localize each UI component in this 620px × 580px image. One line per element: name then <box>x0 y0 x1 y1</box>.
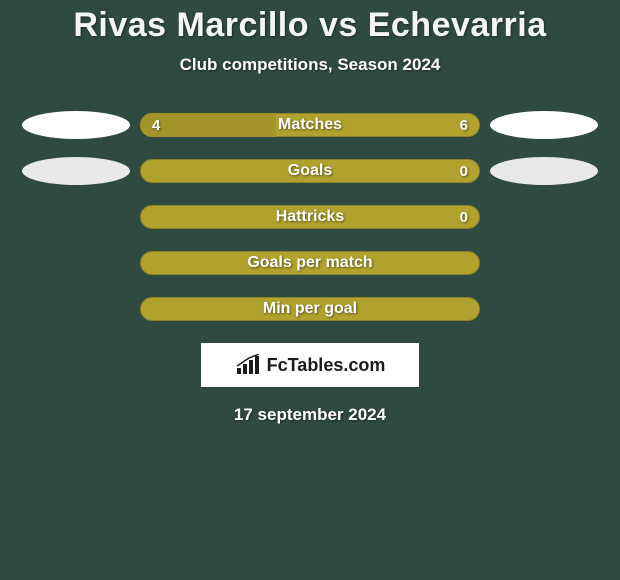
subtitle: Club competitions, Season 2024 <box>0 55 620 75</box>
footer-brand-text: FcTables.com <box>267 355 386 376</box>
left-oval <box>22 203 130 231</box>
stat-label: Matches <box>140 113 480 137</box>
date-text: 17 september 2024 <box>0 405 620 425</box>
stat-row: Min per goal <box>0 297 620 321</box>
right-oval <box>490 111 598 139</box>
stat-bar: Goals0 <box>140 159 480 183</box>
stat-label: Goals <box>140 159 480 183</box>
stat-label: Goals per match <box>140 251 480 275</box>
stat-value-right: 0 <box>460 159 468 183</box>
stat-bar: Matches4 6 <box>140 113 480 137</box>
stat-bar: Goals per match <box>140 251 480 275</box>
stat-value-left: 4 <box>152 113 160 137</box>
stat-bar: Hattricks0 <box>140 205 480 229</box>
comparison-card: Rivas Marcillo vs Echevarria Club compet… <box>0 0 620 425</box>
right-oval <box>490 295 598 323</box>
stat-row: Goals0 <box>0 159 620 183</box>
stat-value-right: 0 <box>460 205 468 229</box>
left-oval <box>22 111 130 139</box>
stat-value-right: 6 <box>460 113 468 137</box>
stat-rows: Matches46Goals0Hattricks0Goals per match… <box>0 113 620 321</box>
right-oval <box>490 157 598 185</box>
left-oval <box>22 295 130 323</box>
footer-logo[interactable]: FcTables.com <box>201 343 419 387</box>
stat-row: Goals per match <box>0 251 620 275</box>
stat-label: Hattricks <box>140 205 480 229</box>
left-oval <box>22 249 130 277</box>
stat-row: Hattricks0 <box>0 205 620 229</box>
chart-icon <box>235 354 261 376</box>
left-oval <box>22 157 130 185</box>
right-oval <box>490 203 598 231</box>
page-title: Rivas Marcillo vs Echevarria <box>0 6 620 45</box>
right-oval <box>490 249 598 277</box>
stat-bar: Min per goal <box>140 297 480 321</box>
stat-label: Min per goal <box>140 297 480 321</box>
stat-row: Matches4 6 <box>0 113 620 137</box>
